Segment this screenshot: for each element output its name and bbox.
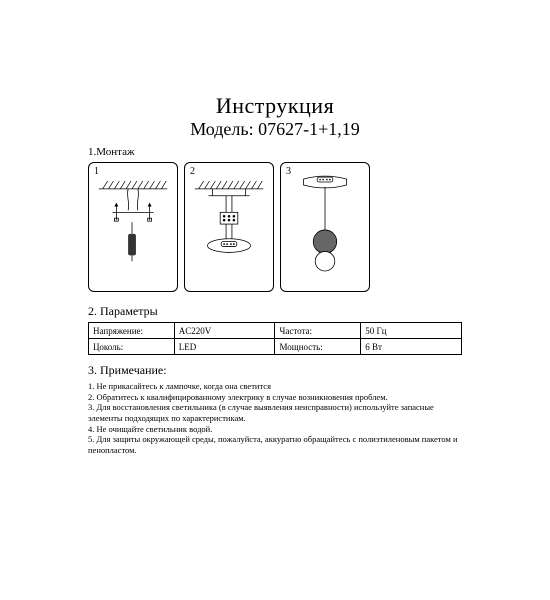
section3-label: 3. Примечание:: [88, 363, 462, 378]
cell-socket-label: Цоколь:: [89, 339, 175, 355]
cell-freq-label: Частота:: [275, 323, 361, 339]
note-item: 4. Не очищайте светильник водой.: [88, 424, 462, 435]
cell-power-label: Мощность:: [275, 339, 361, 355]
note-item: 2. Обратитесь к квалифицированному элект…: [88, 392, 462, 403]
model-number: 07627-1+1,19: [258, 119, 360, 139]
table-row: Цоколь: LED Мощность: 6 Вт: [89, 339, 462, 355]
note-item: 5. Для защиты окружающей среды, пожалуйс…: [88, 434, 462, 455]
cell-socket-value: LED: [174, 339, 275, 355]
model-line: Модель: 07627-1+1,19: [88, 119, 462, 140]
section2-label: 2. Параметры: [88, 304, 462, 319]
cell-freq-value: 50 Гц: [361, 323, 462, 339]
section1-label: 1.Монтаж: [88, 146, 462, 158]
diagram-row: 1: [88, 162, 462, 292]
note-item: 1. Не прикасайтесь к лампочке, когда она…: [88, 381, 462, 392]
mounting-step2-icon: [185, 163, 273, 291]
instruction-sheet: Инструкция Модель: 07627-1+1,19 1.Монтаж…: [60, 75, 490, 525]
diagram-panel-3: 3: [280, 162, 370, 292]
diagram-panel-1: 1: [88, 162, 178, 292]
title: Инструкция: [88, 93, 462, 119]
diagram-panel-2: 2: [184, 162, 274, 292]
table-row: Напряжение: AC220V Частота: 50 Гц: [89, 323, 462, 339]
header: Инструкция Модель: 07627-1+1,19: [88, 93, 462, 140]
notes-block: 1. Не прикасайтесь к лампочке, когда она…: [88, 381, 462, 455]
mounting-step3-icon: [281, 163, 369, 291]
model-prefix: Модель:: [190, 119, 258, 139]
cell-voltage-label: Напряжение:: [89, 323, 175, 339]
cell-power-value: 6 Вт: [361, 339, 462, 355]
cell-voltage-value: AC220V: [174, 323, 275, 339]
note-item: 3. Для восстановления светильника (в слу…: [88, 402, 462, 423]
parameters-table: Напряжение: AC220V Частота: 50 Гц Цоколь…: [88, 322, 462, 355]
mounting-step1-icon: [89, 163, 177, 291]
